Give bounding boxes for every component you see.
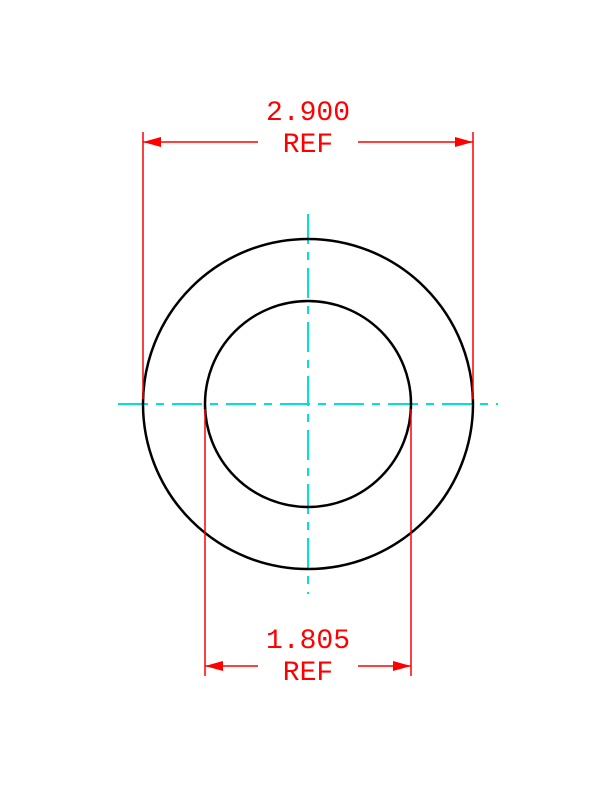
arrowhead-right-icon (455, 137, 473, 147)
arrowhead-left-icon (205, 661, 223, 671)
dimension-ref-outer: REF (283, 130, 333, 161)
dimension-value-outer: 2.900 (266, 98, 350, 129)
arrowhead-right-icon (393, 661, 411, 671)
dimension-outer: 2.900 REF (143, 98, 473, 399)
arrowhead-left-icon (143, 137, 161, 147)
dimension-ref-inner: REF (283, 658, 333, 689)
dimension-value-inner: 1.805 (266, 626, 350, 657)
centerlines (118, 214, 498, 594)
